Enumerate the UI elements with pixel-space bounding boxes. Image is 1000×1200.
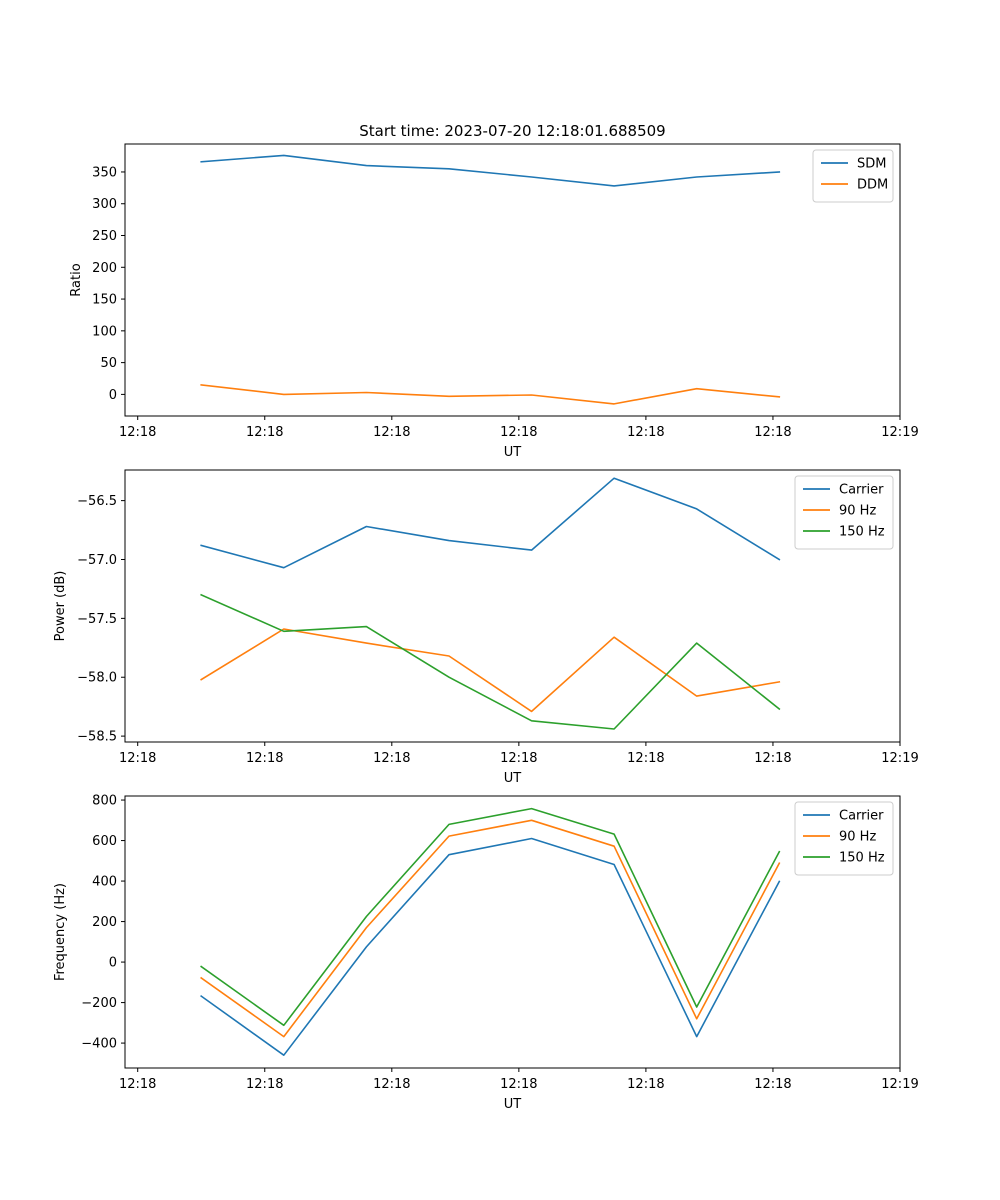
legend: SDM DDM [812,149,894,203]
x-tick-label: 12:18 [373,425,410,440]
x-tick-label: 12:18 [246,751,283,766]
legend: Carrier 90 Hz 150 Hz [794,801,894,876]
x-tick-label: 12:18 [500,1077,537,1092]
y-tick-label: −200 [81,996,117,1011]
x-tick-label: 12:18 [754,425,791,440]
x-tick-label: 12:18 [500,751,537,766]
x-tick-label: 12:18 [119,425,156,440]
y-tick-label: −400 [81,1037,117,1052]
y-tick-label: 150 [92,293,117,308]
y-tick-label: 800 [92,794,117,809]
x-tick-label: 12:18 [627,751,664,766]
y-tick-label: 600 [92,834,117,849]
x-tick-label: 12:18 [500,425,537,440]
y-tick-label: 200 [92,261,117,276]
x-tick-label: 12:18 [754,751,791,766]
y-tick-label: 0 [109,956,117,971]
y-tick-label: 400 [92,875,117,890]
y-tick-label: −58.5 [77,730,117,745]
y-tick-label: −57.5 [77,612,117,627]
x-axis-label: UT [504,445,522,460]
axes-frame [124,469,901,743]
legend-label: Carrier [839,483,884,498]
x-tick-label: 12:18 [627,425,664,440]
x-tick-label: 12:18 [373,751,410,766]
legend-label: 150 Hz [839,525,885,540]
x-tick-label: 12:18 [246,425,283,440]
plots-container: 12:18 12:18 12:18 12:18 12:18 12:18 12:19 0 50 10… [53,143,919,1112]
legend-label: 90 Hz [839,504,876,519]
legend-label: SDM [857,157,886,172]
series-line-1 [200,837,781,1056]
y-tick-label: −58.0 [77,671,117,686]
y-tick-label: 0 [109,388,117,403]
x-axis-label: UT [504,1097,522,1112]
legend-label: 150 Hz [839,851,885,866]
x-tick-label: 12:18 [119,751,156,766]
subplot-2: 12:18 12:18 12:18 12:18 12:18 12:18 12:19 −58.5… [53,469,919,786]
y-tick-label: 50 [100,356,117,371]
axes-frame [124,143,901,417]
x-tick-label: 12:19 [881,751,918,766]
series-line-2 [200,384,781,405]
series-line-3 [200,593,781,730]
legend: Carrier 90 Hz 150 Hz [794,475,894,550]
legend-label: Carrier [839,809,884,824]
y-tick-label: −57.0 [77,553,117,568]
subplot-1: 12:18 12:18 12:18 12:18 12:18 12:18 12:19 0 50 10… [69,143,919,460]
y-tick-label: 200 [92,915,117,930]
y-axis-label: Power (dB) [53,571,68,642]
subplot-3: 12:18 12:18 12:18 12:18 12:18 12:18 12:19 −400 −… [53,794,919,1112]
series-line-1 [200,477,781,569]
y-axis-label: Ratio [69,263,84,296]
y-tick-label: 300 [92,197,117,212]
y-tick-label: 250 [92,229,117,244]
x-tick-label: 12:19 [881,425,918,440]
series-line-3 [200,807,781,1027]
series-line-2 [200,819,781,1038]
figure-title: Start time: 2023-07-20 12:18:01.688509 [359,122,665,140]
x-tick-label: 12:18 [373,1077,410,1092]
axes-frame [124,795,901,1069]
legend-label: DDM [857,178,888,193]
series-line-1 [200,154,781,187]
x-tick-label: 12:18 [246,1077,283,1092]
x-tick-label: 12:18 [754,1077,791,1092]
legend-label: 90 Hz [839,830,876,845]
y-axis-label: Frequency (Hz) [53,883,68,981]
x-tick-label: 12:18 [627,1077,664,1092]
x-axis-label: UT [504,771,522,786]
y-tick-label: 350 [92,165,117,180]
y-tick-label: 100 [92,324,117,339]
y-tick-label: −56.5 [77,494,117,509]
x-tick-label: 12:19 [881,1077,918,1092]
series-line-2 [200,628,781,713]
x-tick-label: 12:18 [119,1077,156,1092]
